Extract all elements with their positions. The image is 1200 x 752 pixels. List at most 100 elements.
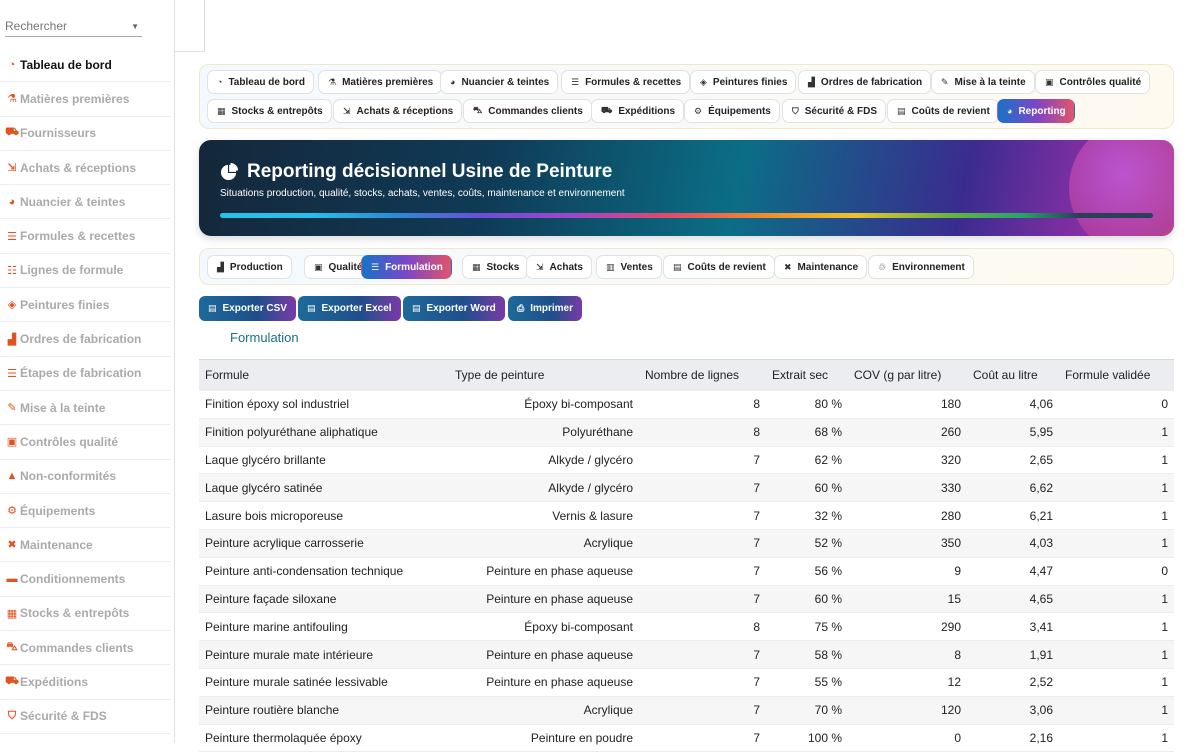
nav-pill[interactable]: ▟ Production bbox=[207, 255, 292, 279]
nav-pill-label: Achats & réceptions bbox=[356, 105, 454, 117]
sidebar-item[interactable]: ⛟ Expéditions bbox=[0, 665, 170, 700]
column-header[interactable]: Formule bbox=[199, 359, 449, 391]
nav-pill[interactable]: ◔ Tableau de bord bbox=[207, 70, 314, 94]
nav-pill[interactable]: ⇲ Achats & réceptions bbox=[333, 99, 463, 123]
sidebar-item-label: Mise à la teinte bbox=[20, 400, 106, 415]
nav-pill[interactable]: ▤ Coûts de revient bbox=[663, 255, 775, 279]
search-input[interactable] bbox=[5, 13, 125, 33]
sidebar-item-label: Maintenance bbox=[20, 537, 93, 552]
nav-pill-label: Ordres de fabrication bbox=[820, 76, 923, 88]
export-word-label: Exporter Word bbox=[426, 303, 496, 314]
table-cell: 180 bbox=[848, 390, 967, 419]
nav-pill-label: Environnement bbox=[892, 261, 965, 273]
sidebar-item[interactable]: ▟ Ordres de fabrication bbox=[0, 322, 170, 357]
nav-pill[interactable]: ▦ Stocks & entrepôts bbox=[207, 99, 332, 123]
sidebar-item-label: Stocks & entrepôts bbox=[20, 606, 130, 621]
sidebar-item[interactable]: ✎ Mise à la teinte bbox=[0, 391, 170, 426]
table-row[interactable]: Peinture routière blanche Acrylique 7 70 % 1… bbox=[199, 696, 1174, 725]
table-cell: Peinture en phase aqueuse bbox=[449, 640, 639, 669]
print-button[interactable]: ⎙ Imprimer bbox=[508, 296, 582, 321]
sidebar-item[interactable]: ◕ Nuancier & teintes bbox=[0, 185, 170, 220]
nav-pill[interactable]: ▤ Coûts de revient bbox=[887, 99, 999, 123]
table-cell: 1 bbox=[1059, 418, 1174, 447]
nav-pill[interactable]: ✖ Maintenance bbox=[774, 255, 868, 279]
table-row[interactable]: Laque glycéro satinée Alkyde / glycéro 7 60… bbox=[199, 473, 1174, 503]
sidebar-item[interactable]: ▣ Contrôles qualité bbox=[0, 425, 170, 460]
table-row[interactable]: Peinture murale mate intérieure Peinture … bbox=[199, 640, 1174, 669]
nav-pill[interactable]: ◕ Nuancier & teintes bbox=[440, 70, 559, 94]
sidebar-item[interactable]: ⇲ Achats & réceptions bbox=[0, 151, 170, 186]
sidebar-item[interactable]: ⛉ Sécurité & FDS bbox=[0, 700, 170, 734]
column-header[interactable]: COV (g par litre) bbox=[848, 359, 967, 391]
sidebar-item[interactable]: ☰ Étapes de fabrication bbox=[0, 357, 170, 391]
table-row[interactable]: Peinture murale satinée lessivable Peintu… bbox=[199, 668, 1174, 697]
table-cell: 8 bbox=[639, 612, 766, 642]
nav-pill[interactable]: ⛟ Expéditions bbox=[591, 99, 685, 123]
nav-pill[interactable]: ⇲ Achats bbox=[526, 255, 592, 279]
column-header[interactable]: Extrait sec bbox=[766, 359, 848, 391]
sidebar-item[interactable]: ▬ Conditionnements bbox=[0, 562, 170, 597]
nav-pill[interactable]: ♲ Environnement bbox=[868, 255, 974, 279]
export-excel-button[interactable]: ▤ Exporter Excel bbox=[298, 296, 401, 321]
table-cell: 12 bbox=[848, 668, 967, 697]
sidebar-item[interactable]: ◔ Tableau de bord bbox=[0, 48, 170, 83]
nav-pill[interactable]: ✎ Mise à la teinte bbox=[931, 70, 1035, 94]
table-cell: 56 % bbox=[766, 557, 848, 586]
sidebar-item[interactable]: ✖ Maintenance bbox=[0, 528, 170, 563]
export-word-button[interactable]: ▤ Exporter Word bbox=[403, 296, 505, 321]
table-cell: Lasure bois microporeuse bbox=[199, 501, 449, 530]
table-row[interactable]: Finition polyuréthane aliphatique Polyuré… bbox=[199, 418, 1174, 447]
nav-pill[interactable]: ▣ Contrôles qualité bbox=[1035, 70, 1151, 94]
nav-pill[interactable]: ▦ Stocks bbox=[462, 255, 529, 279]
sidebar-item[interactable]: ▦ Stocks & entrepôts bbox=[0, 597, 170, 632]
column-header[interactable]: Type de peinture bbox=[449, 359, 639, 391]
sidebar-item[interactable]: ☷ Lignes de formule bbox=[0, 254, 170, 289]
sidebar-item[interactable]: ⛍ Commandes clients bbox=[0, 631, 170, 666]
page-title: Reporting décisionnel Usine de Peinture bbox=[247, 161, 613, 182]
nav-pill[interactable]: ▟ Ordres de fabrication bbox=[798, 70, 932, 94]
nav-pill[interactable]: ⛉ Sécurité & FDS bbox=[782, 99, 887, 123]
table-cell: Laque glycéro satinée bbox=[199, 473, 449, 503]
column-header[interactable]: Nombre de lignes bbox=[639, 359, 766, 391]
table-row[interactable]: Peinture façade siloxane Peinture en phas… bbox=[199, 585, 1174, 614]
column-header[interactable]: Coût au litre bbox=[967, 359, 1059, 391]
export-csv-button[interactable]: ▤ Exporter CSV bbox=[199, 296, 296, 321]
table-row[interactable]: Peinture marine antifouling Époxy bi-comp… bbox=[199, 612, 1174, 642]
export-excel-label: Exporter Excel bbox=[321, 303, 392, 314]
nav-pill[interactable]: ⛍ Commandes clients bbox=[463, 99, 592, 123]
nav-pill-label: Coûts de revient bbox=[687, 261, 766, 273]
gears-icon: ⚙ bbox=[7, 505, 17, 517]
nav-pill[interactable]: ⚗ Matières premières bbox=[318, 70, 443, 94]
nav-icon: ⇲ bbox=[536, 261, 544, 272]
column-header[interactable]: Formule validée bbox=[1059, 359, 1174, 391]
table-row[interactable]: Peinture acrylique carrosserie Acrylique 7… bbox=[199, 529, 1174, 558]
nav-pill[interactable]: ▥ Ventes bbox=[596, 255, 662, 279]
sidebar-item-label: Conditionnements bbox=[20, 572, 126, 587]
nav-pill[interactable]: ☰ Formulation bbox=[361, 255, 452, 279]
sidebar-item[interactable]: ◈ Peintures finies bbox=[0, 288, 170, 323]
sidebar-item[interactable]: ⚙ Équipements bbox=[0, 494, 170, 529]
table-cell: Peinture en poudre bbox=[449, 724, 639, 752]
table-row[interactable]: Finition époxy sol industriel Époxy bi-co… bbox=[199, 390, 1174, 419]
nav-pill[interactable]: ⚙ Équipements bbox=[684, 99, 780, 123]
table-cell: Finition polyuréthane aliphatique bbox=[199, 418, 449, 447]
sidebar-item[interactable]: ⚗ Matières premières bbox=[0, 82, 170, 117]
nav-pill[interactable]: ◈ Peintures finies bbox=[690, 70, 797, 94]
table-row[interactable]: Lasure bois microporeuse Vernis & lasure 7… bbox=[199, 501, 1174, 530]
table-cell: 1 bbox=[1059, 501, 1174, 530]
table-row[interactable]: Peinture thermolaquée époxy Peinture en p… bbox=[199, 724, 1174, 752]
table-header-row: Formule Type de peinture Nombre de lignes E… bbox=[199, 359, 1174, 391]
search-select[interactable]: ▼ bbox=[5, 13, 142, 37]
sidebar-item[interactable]: ⛟ Fournisseurs bbox=[0, 117, 170, 151]
nav-pill[interactable]: ◕ Reporting bbox=[997, 99, 1075, 123]
list-icon: ☷ bbox=[7, 264, 17, 277]
sidebar-item[interactable]: ▲ Non-conformités bbox=[0, 460, 170, 494]
cart-icon: ⛍ bbox=[6, 640, 18, 653]
table-row[interactable]: Peinture anti-condensation technique Pein… bbox=[199, 557, 1174, 586]
chevron-down-icon[interactable]: ▼ bbox=[131, 22, 139, 31]
sidebar-item[interactable]: ☰ Formules & recettes bbox=[0, 219, 170, 254]
table-cell: 68 % bbox=[766, 418, 848, 447]
nav-icon: ⚗ bbox=[328, 76, 337, 87]
nav-pill[interactable]: ☰ Formules & recettes bbox=[561, 70, 691, 94]
table-row[interactable]: Laque glycéro brillante Alkyde / glycéro 7… bbox=[199, 446, 1174, 475]
